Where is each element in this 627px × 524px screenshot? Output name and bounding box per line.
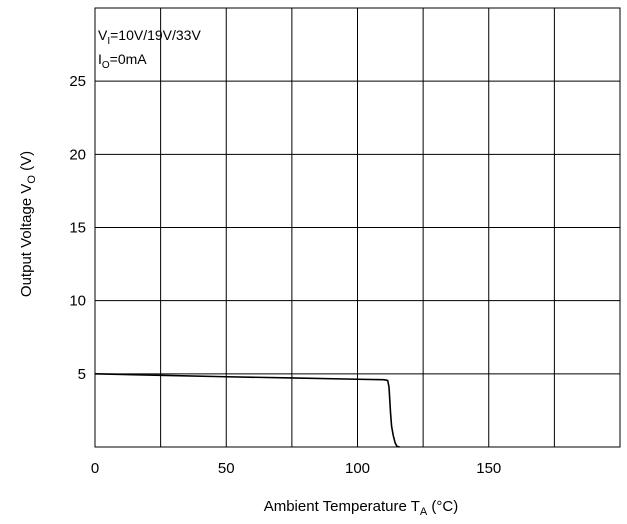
grid-lines [95, 8, 620, 447]
plot-frame [94, 7, 621, 448]
annotation-output-current: IO=0mA [98, 51, 147, 71]
y-tick-label: 5 [78, 366, 86, 383]
y-axis-label: Output Voltage VO (V) [18, 151, 38, 297]
x-axis-label-unit: (°C) [427, 498, 458, 515]
annotation-input-voltage: VI=10V/19V/33V [98, 27, 201, 47]
x-axis-label-subscript: A [420, 506, 428, 518]
x-tick-label: 0 [91, 460, 99, 477]
annotation-i-values: =0mA [110, 51, 148, 67]
y-axis-label-unit: (V) [18, 151, 35, 175]
x-tick-labels: 0 50 100 150 [91, 460, 501, 477]
annotation-i-subscript: O [102, 60, 110, 71]
x-tick-label: 150 [476, 460, 501, 477]
annotation-v-subscript: I [107, 36, 110, 47]
x-tick-label: 100 [345, 460, 370, 477]
annotation-v-symbol: V [98, 27, 108, 43]
y-axis-label-main: Output Voltage V [18, 184, 35, 297]
output-voltage-curve [94, 373, 400, 448]
annotation-i-symbol: I [98, 51, 102, 67]
y-tick-label: 15 [69, 220, 86, 237]
y-axis-label-subscript: O [26, 175, 38, 184]
x-axis-label: Ambient Temperature TA (°C) [264, 498, 459, 518]
x-axis-label-main: Ambient Temperature T [264, 498, 420, 515]
y-tick-label: 25 [69, 73, 86, 90]
y-tick-label: 20 [69, 146, 86, 163]
y-tick-label: 10 [69, 293, 86, 310]
annotation-v-values: =10V/19V/33V [110, 27, 201, 43]
y-tick-labels: 5 10 15 20 25 [69, 73, 86, 383]
x-tick-label: 50 [218, 460, 235, 477]
